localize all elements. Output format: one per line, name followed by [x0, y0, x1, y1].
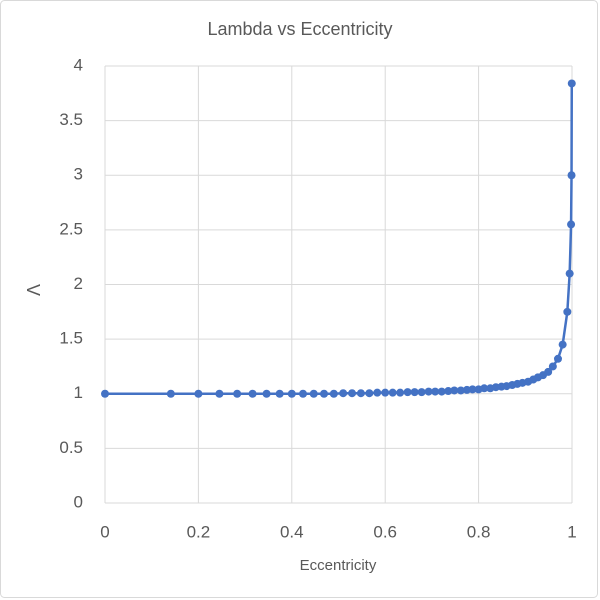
y-tick-label: 1	[74, 383, 83, 402]
y-tick-label: 2	[74, 274, 83, 293]
data-point	[339, 389, 348, 398]
data-point	[194, 389, 203, 398]
data-point	[553, 354, 562, 363]
x-tick-label: 0.2	[187, 522, 211, 541]
x-tick-label: 1	[567, 522, 576, 541]
data-point	[567, 79, 576, 88]
y-tick-label: 2.5	[59, 219, 83, 238]
data-point	[424, 387, 433, 396]
x-tick-label: 0.4	[280, 522, 304, 541]
data-point	[275, 389, 284, 398]
data-point	[299, 389, 308, 398]
data-point	[444, 387, 453, 396]
data-point	[480, 384, 489, 393]
data-point	[309, 389, 318, 398]
data-point	[567, 220, 576, 229]
data-point	[262, 389, 271, 398]
data-point	[548, 362, 557, 371]
data-point	[287, 389, 296, 398]
data-point	[431, 387, 440, 396]
data-point	[233, 389, 242, 398]
data-point	[558, 340, 567, 349]
data-point	[565, 269, 574, 278]
data-point	[417, 388, 426, 397]
data-point	[373, 388, 382, 397]
x-tick-label: 0.6	[373, 522, 397, 541]
data-point	[348, 389, 357, 398]
data-point	[403, 388, 412, 397]
y-axis-title: Λ	[24, 284, 44, 296]
data-point	[166, 389, 175, 398]
y-tick-label: 0.5	[59, 438, 83, 457]
data-point	[388, 388, 397, 397]
y-tick-label: 3	[74, 165, 83, 184]
data-point	[396, 388, 405, 397]
data-point	[329, 389, 338, 398]
data-point	[544, 367, 553, 376]
y-tick-label: 3.5	[59, 110, 83, 129]
x-axis-title: Eccentricity	[300, 557, 377, 574]
data-point	[563, 307, 572, 316]
data-point	[320, 389, 329, 398]
chart-title: Lambda vs Eccentricity	[207, 19, 392, 39]
y-tick-label: 1.5	[59, 329, 83, 348]
data-point	[468, 385, 477, 394]
data-point	[381, 388, 390, 397]
data-point	[248, 389, 257, 398]
data-point	[365, 389, 374, 398]
data-point	[356, 389, 365, 398]
data-point	[215, 389, 224, 398]
data-point	[567, 171, 576, 180]
y-tick-label: 0	[74, 492, 83, 511]
data-point	[456, 386, 465, 395]
y-tick-label: 4	[74, 55, 83, 74]
x-tick-label: 0	[100, 522, 109, 541]
data-point	[410, 388, 419, 397]
data-point	[437, 387, 446, 396]
data-point	[101, 389, 109, 398]
x-tick-label: 0.8	[467, 522, 491, 541]
data-point	[450, 386, 459, 395]
